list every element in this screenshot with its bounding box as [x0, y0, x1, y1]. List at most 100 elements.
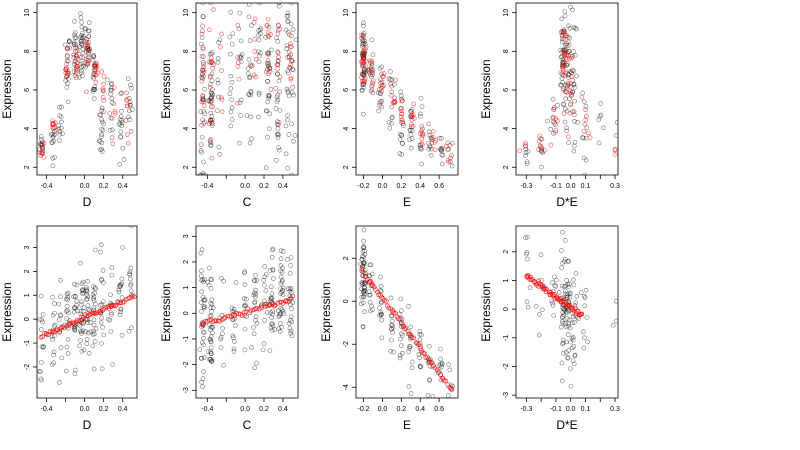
- observed-point: [572, 52, 578, 58]
- observed-point: [430, 393, 436, 398]
- observed-point: [286, 321, 292, 326]
- fitted-point: [37, 149, 42, 155]
- fitted-point: [235, 23, 241, 28]
- observed-point: [78, 15, 84, 20]
- observed-point: [228, 109, 234, 115]
- fitted-point: [199, 99, 205, 105]
- observed-point: [231, 349, 237, 354]
- observed-point: [74, 298, 80, 304]
- y-tick-label: 4: [503, 127, 510, 131]
- observed-point: [72, 326, 78, 331]
- observed-point: [208, 334, 214, 339]
- y-tick-label: 2: [24, 269, 31, 273]
- observed-point: [283, 123, 289, 129]
- fitted-point: [92, 64, 98, 69]
- observed-point: [230, 31, 236, 36]
- observed-point: [257, 27, 263, 33]
- y-tick-label: 8: [343, 49, 350, 53]
- observed-point: [568, 366, 573, 371]
- x-tick-label: 0.4: [278, 183, 288, 190]
- observed-point: [201, 159, 206, 165]
- observed-point: [244, 113, 250, 118]
- observed-point: [109, 96, 115, 101]
- fitted-point: [432, 139, 438, 145]
- observed-point: [449, 153, 454, 158]
- observed-point: [389, 104, 395, 110]
- observed-point: [286, 286, 291, 292]
- observed-point: [389, 89, 395, 95]
- observed-point: [379, 317, 384, 323]
- observed-point: [408, 324, 414, 330]
- observed-point: [105, 77, 110, 83]
- fitted-point: [408, 332, 414, 338]
- observed-point: [551, 313, 556, 318]
- observed-point: [50, 163, 56, 168]
- y-axis-title: Expression: [319, 282, 333, 341]
- fitted-point: [86, 50, 91, 55]
- observed-point: [360, 273, 365, 279]
- fitted-point: [266, 51, 272, 57]
- observed-point: [386, 76, 392, 81]
- observed-point: [244, 296, 249, 302]
- observed-point: [438, 147, 443, 153]
- fitted-point: [288, 52, 294, 57]
- observed-point: [562, 9, 568, 14]
- observed-point: [582, 172, 587, 175]
- observed-point: [610, 322, 616, 328]
- plot-frame: [355, 2, 459, 176]
- fitted-point: [405, 328, 411, 334]
- observed-point: [524, 159, 530, 164]
- observed-point: [91, 294, 97, 300]
- observed-point: [571, 344, 577, 349]
- observed-point: [229, 105, 235, 110]
- observed-point: [399, 132, 404, 138]
- observed-point: [100, 127, 106, 133]
- observed-point: [109, 85, 114, 91]
- fitted-point: [208, 137, 214, 142]
- observed-point: [552, 274, 557, 280]
- observed-point: [571, 282, 577, 288]
- fitted-point: [92, 310, 98, 316]
- observed-point: [450, 140, 455, 146]
- observed-point: [107, 128, 113, 133]
- observed-point: [199, 134, 205, 140]
- y-tick-label: 0: [343, 299, 350, 303]
- observed-point: [201, 305, 207, 311]
- observed-point: [85, 320, 91, 325]
- observed-point: [206, 98, 212, 104]
- observed-point: [199, 289, 204, 294]
- observed-point: [198, 148, 204, 153]
- fitted-point: [67, 45, 73, 51]
- observed-point: [110, 127, 115, 133]
- y-tick-label: 8: [503, 49, 510, 53]
- y-axis-title: Expression: [479, 282, 493, 341]
- observed-point: [199, 324, 204, 330]
- observed-point: [596, 117, 602, 122]
- observed-point: [545, 118, 550, 124]
- x-tick-label: 0.0: [378, 406, 388, 413]
- observed-point: [378, 91, 384, 97]
- observed-point: [407, 127, 413, 133]
- observed-point: [361, 254, 367, 260]
- fitted-point: [419, 123, 425, 129]
- observed-point: [548, 126, 553, 132]
- observed-point: [201, 369, 206, 374]
- fitted-point: [587, 135, 593, 140]
- observed-point: [388, 295, 394, 301]
- observed-point: [571, 25, 577, 30]
- fitted-point: [563, 69, 569, 75]
- observed-point: [264, 108, 270, 114]
- fitted-point: [371, 284, 377, 290]
- observed-point: [377, 312, 382, 318]
- observed-point: [263, 35, 268, 40]
- fitted-point: [425, 354, 430, 360]
- observed-point: [202, 172, 208, 175]
- observed-point: [127, 108, 132, 114]
- observed-point: [538, 252, 544, 257]
- observed-point: [270, 309, 276, 314]
- observed-point: [362, 309, 367, 314]
- fitted-point: [553, 116, 559, 121]
- scatter-panel: -0.4 0.0 0.2 0.4 2 4 6 8 10 C Expression: [159, 2, 299, 209]
- fitted-point: [222, 314, 228, 320]
- observed-point: [217, 151, 223, 157]
